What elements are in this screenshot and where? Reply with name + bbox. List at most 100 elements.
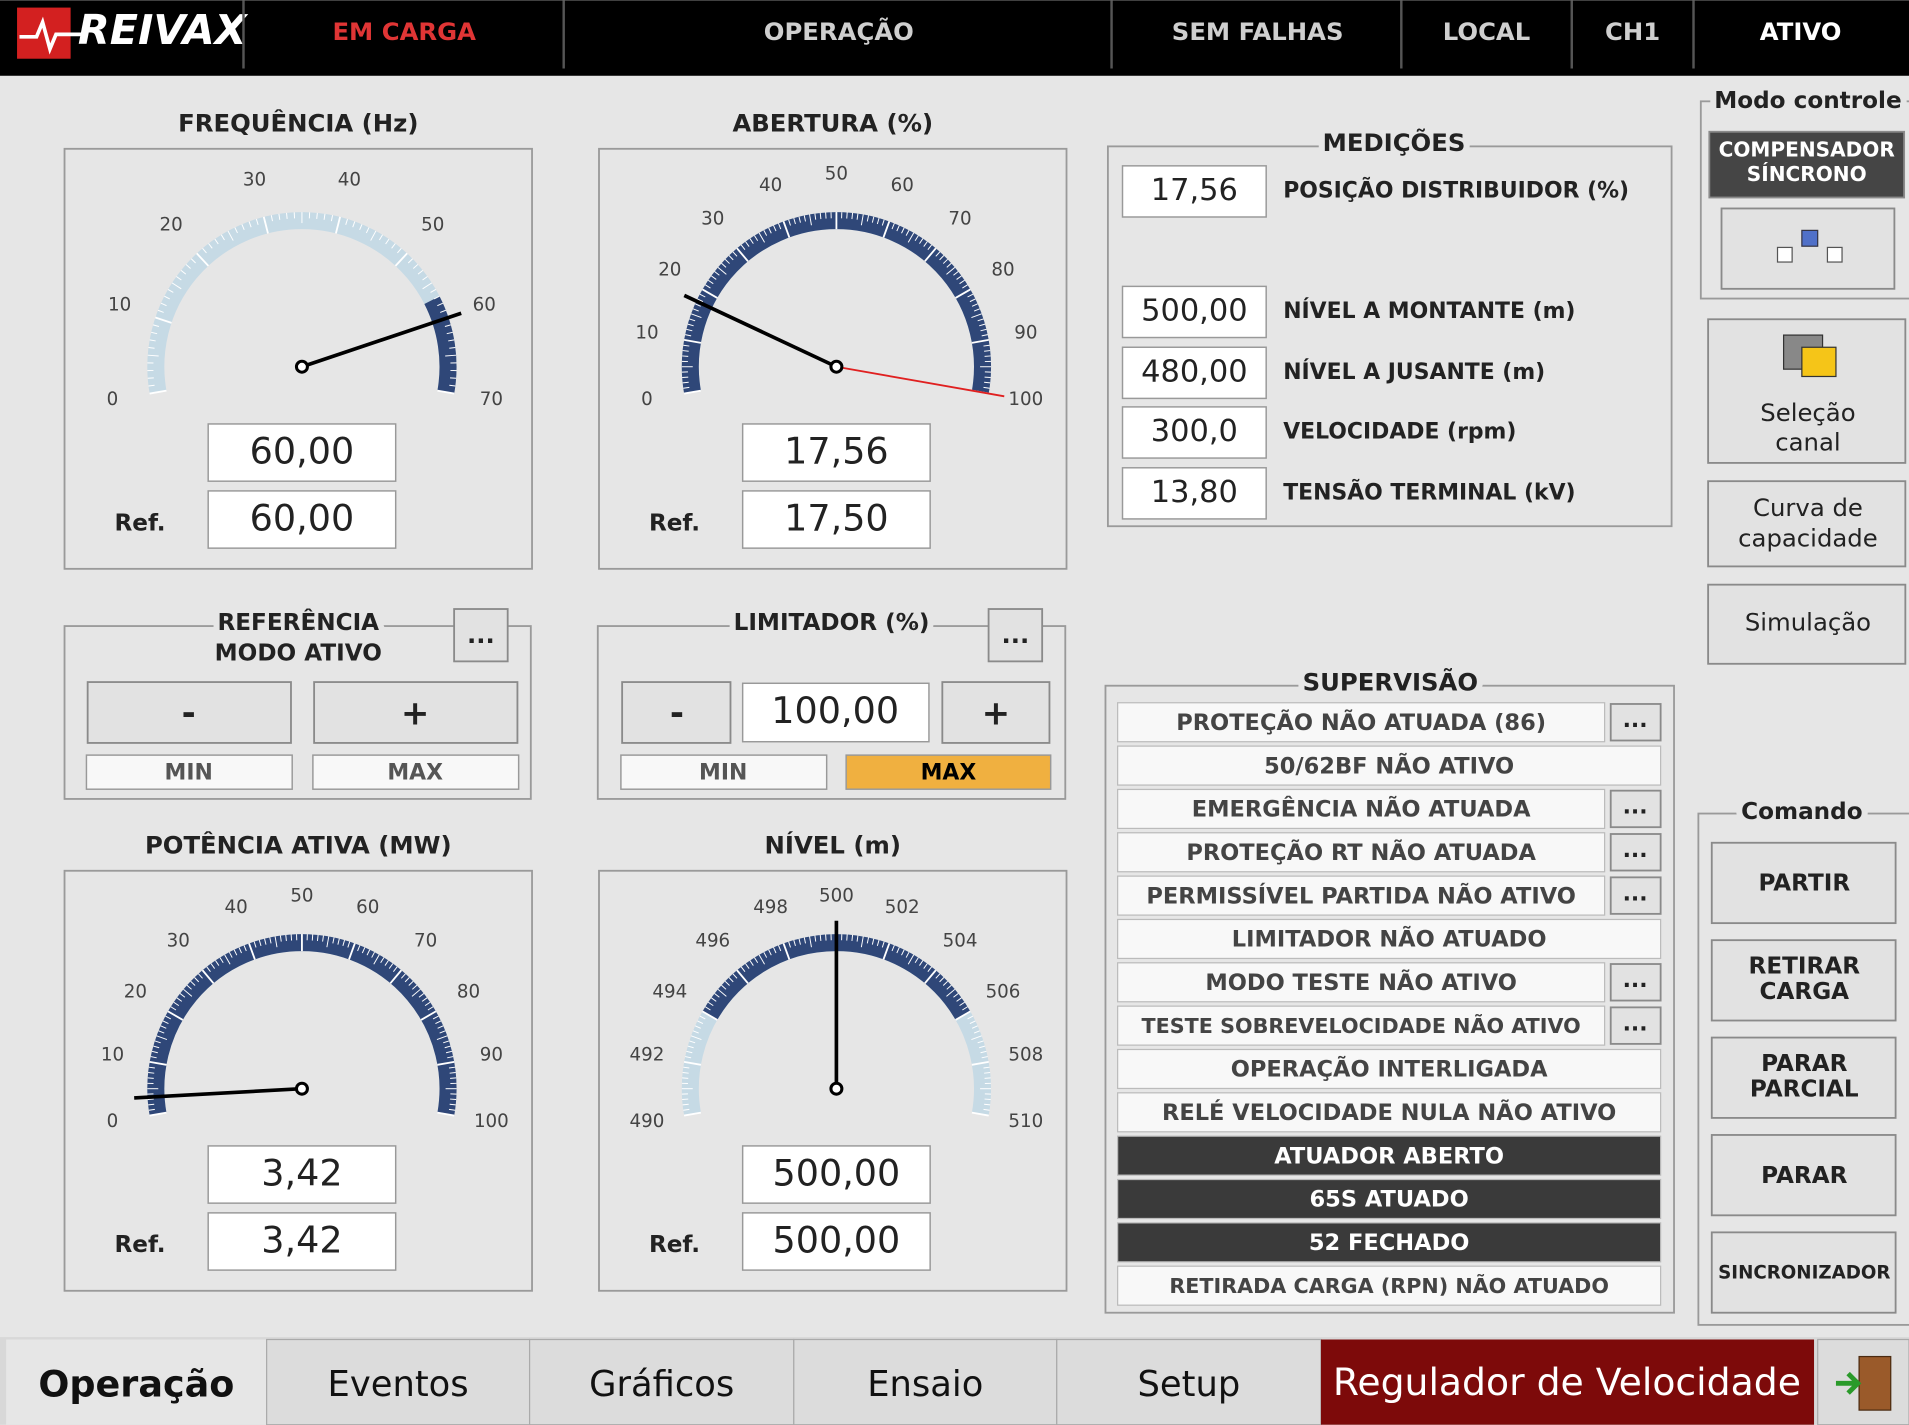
more-button[interactable] — [1609, 833, 1662, 872]
gauge-minor-tick — [253, 941, 257, 948]
gauge-minor-tick — [202, 247, 207, 254]
gauge-minor-tick — [907, 954, 915, 965]
command-label: CARGA — [1760, 979, 1850, 1005]
icon — [1801, 346, 1837, 378]
gauge-minor-tick — [935, 251, 941, 257]
side-button-label: Curva de — [1753, 493, 1863, 522]
tab-label: Ensaio — [867, 1364, 983, 1405]
status-label: TESTE SOBREVELOCIDADE NÃO ATIVO — [1142, 1013, 1581, 1038]
gauge-needle — [134, 1086, 303, 1100]
gauge-minor-tick — [942, 980, 948, 986]
gauge-minor-tick — [773, 225, 777, 232]
value-box — [207, 423, 397, 482]
more-button[interactable] — [1609, 703, 1662, 742]
more-button[interactable] — [453, 608, 509, 663]
gauge-minor-tick — [148, 1103, 155, 1106]
plus-button[interactable] — [313, 681, 519, 744]
gauge-minor-tick — [682, 381, 689, 384]
ref-label: Ref. — [649, 510, 700, 536]
gauge-major-tick — [389, 969, 403, 984]
gauge-minor-tick — [763, 951, 768, 958]
top-bar — [0, 0, 1909, 76]
gauge-minor-tick — [927, 966, 932, 972]
more-button[interactable] — [1609, 963, 1662, 1002]
gauge-minor-tick — [397, 247, 402, 254]
gauge-minor-tick — [392, 966, 398, 972]
tab[interactable] — [266, 1338, 531, 1425]
comando-title: Comando — [1741, 799, 1862, 825]
status-label: MODO TESTE NÃO ATIVO — [1205, 968, 1517, 996]
gauge-minor-tick — [871, 938, 875, 945]
command-button[interactable] — [1710, 1036, 1897, 1119]
gauge-minor-tick — [446, 331, 453, 335]
limitador-value: 100,00 — [771, 689, 899, 732]
minus-button[interactable] — [86, 681, 292, 744]
side-button-label: canal — [1775, 427, 1840, 456]
modo-controle-title: Modo controle — [1714, 88, 1901, 114]
gauge-tick-label: 90 — [1014, 322, 1037, 343]
gauge-minor-tick — [422, 276, 428, 281]
gauge-minor-tick — [323, 213, 326, 220]
tab[interactable] — [6, 1339, 267, 1425]
gauge-minor-tick — [942, 258, 948, 264]
command-button[interactable] — [1710, 1231, 1897, 1314]
gauge-minor-tick — [432, 1015, 439, 1020]
plus-button[interactable] — [941, 681, 1051, 744]
tab[interactable] — [793, 1338, 1058, 1425]
gauge-title: POTÊNCIA ATIVA (MW) — [145, 830, 452, 859]
gauge-minor-tick — [219, 957, 224, 963]
gauge-minor-tick — [689, 318, 696, 322]
mode-select-button[interactable] — [1720, 207, 1896, 290]
more-button[interactable] — [1609, 876, 1662, 915]
command-label: PARCIAL — [1750, 1076, 1859, 1102]
plus-label: + — [982, 693, 1011, 733]
measure-value: 480,00 — [1141, 354, 1247, 389]
minus-button[interactable] — [621, 681, 732, 744]
mode-label: SÍNCRONO — [1747, 162, 1867, 186]
gauge-minor-tick — [891, 223, 895, 230]
command-button[interactable] — [1710, 939, 1897, 1022]
measure-label: VELOCIDADE (rpm) — [1283, 419, 1516, 444]
gauge-minor-tick — [430, 289, 437, 293]
more-label: ... — [1623, 968, 1648, 993]
gauge-major-tick — [971, 338, 989, 344]
status-row — [1117, 745, 1662, 786]
gauge-hub — [294, 359, 309, 374]
gauge-minor-tick — [238, 947, 242, 954]
gauge-minor-tick — [707, 279, 714, 285]
gauge-minor-tick — [768, 227, 772, 234]
gauge-minor-tick — [248, 221, 252, 228]
more-button[interactable] — [987, 608, 1044, 663]
gauge-tick-label: 20 — [658, 260, 681, 281]
gauge-minor-tick — [860, 936, 864, 948]
gauge-minor-tick — [724, 258, 730, 264]
gauge-minor-tick — [981, 1056, 988, 1059]
status-item: EM CARGA — [332, 17, 476, 46]
status-label: 50/62BF NÃO ATIVO — [1264, 751, 1514, 779]
gauge-major-tick — [702, 1010, 718, 1021]
tab[interactable] — [528, 1338, 795, 1425]
side-button[interactable] — [1707, 583, 1907, 665]
gauge-title: NÍVEL (m) — [765, 830, 901, 859]
gauge-minor-tick — [866, 937, 870, 944]
gauge-minor-tick — [443, 1040, 450, 1044]
tab[interactable] — [1056, 1338, 1322, 1425]
more-button[interactable] — [1609, 789, 1662, 829]
command-button[interactable] — [1710, 841, 1897, 925]
status-label: PROTEÇÃO NÃO ATUADA (86) — [1176, 708, 1546, 736]
more-button[interactable] — [1609, 1006, 1662, 1045]
gauge-minor-tick — [683, 1108, 690, 1111]
command-label: SINCRONIZADOR — [1718, 1263, 1890, 1284]
gauge-minor-tick — [971, 1035, 982, 1041]
gauge-minor-tick — [370, 230, 377, 241]
command-button[interactable] — [1710, 1134, 1897, 1217]
gauge-minor-tick — [160, 302, 167, 307]
mode-button[interactable] — [1708, 130, 1906, 199]
gauge-minor-tick — [682, 1103, 689, 1106]
gauge-minor-tick — [190, 980, 196, 986]
gauge-tick-label: 30 — [243, 169, 266, 190]
gauge-minor-tick — [357, 945, 361, 952]
side-button[interactable] — [1707, 480, 1907, 568]
gauge-minor-tick — [447, 1056, 454, 1059]
gauge-minor-tick — [809, 214, 812, 226]
